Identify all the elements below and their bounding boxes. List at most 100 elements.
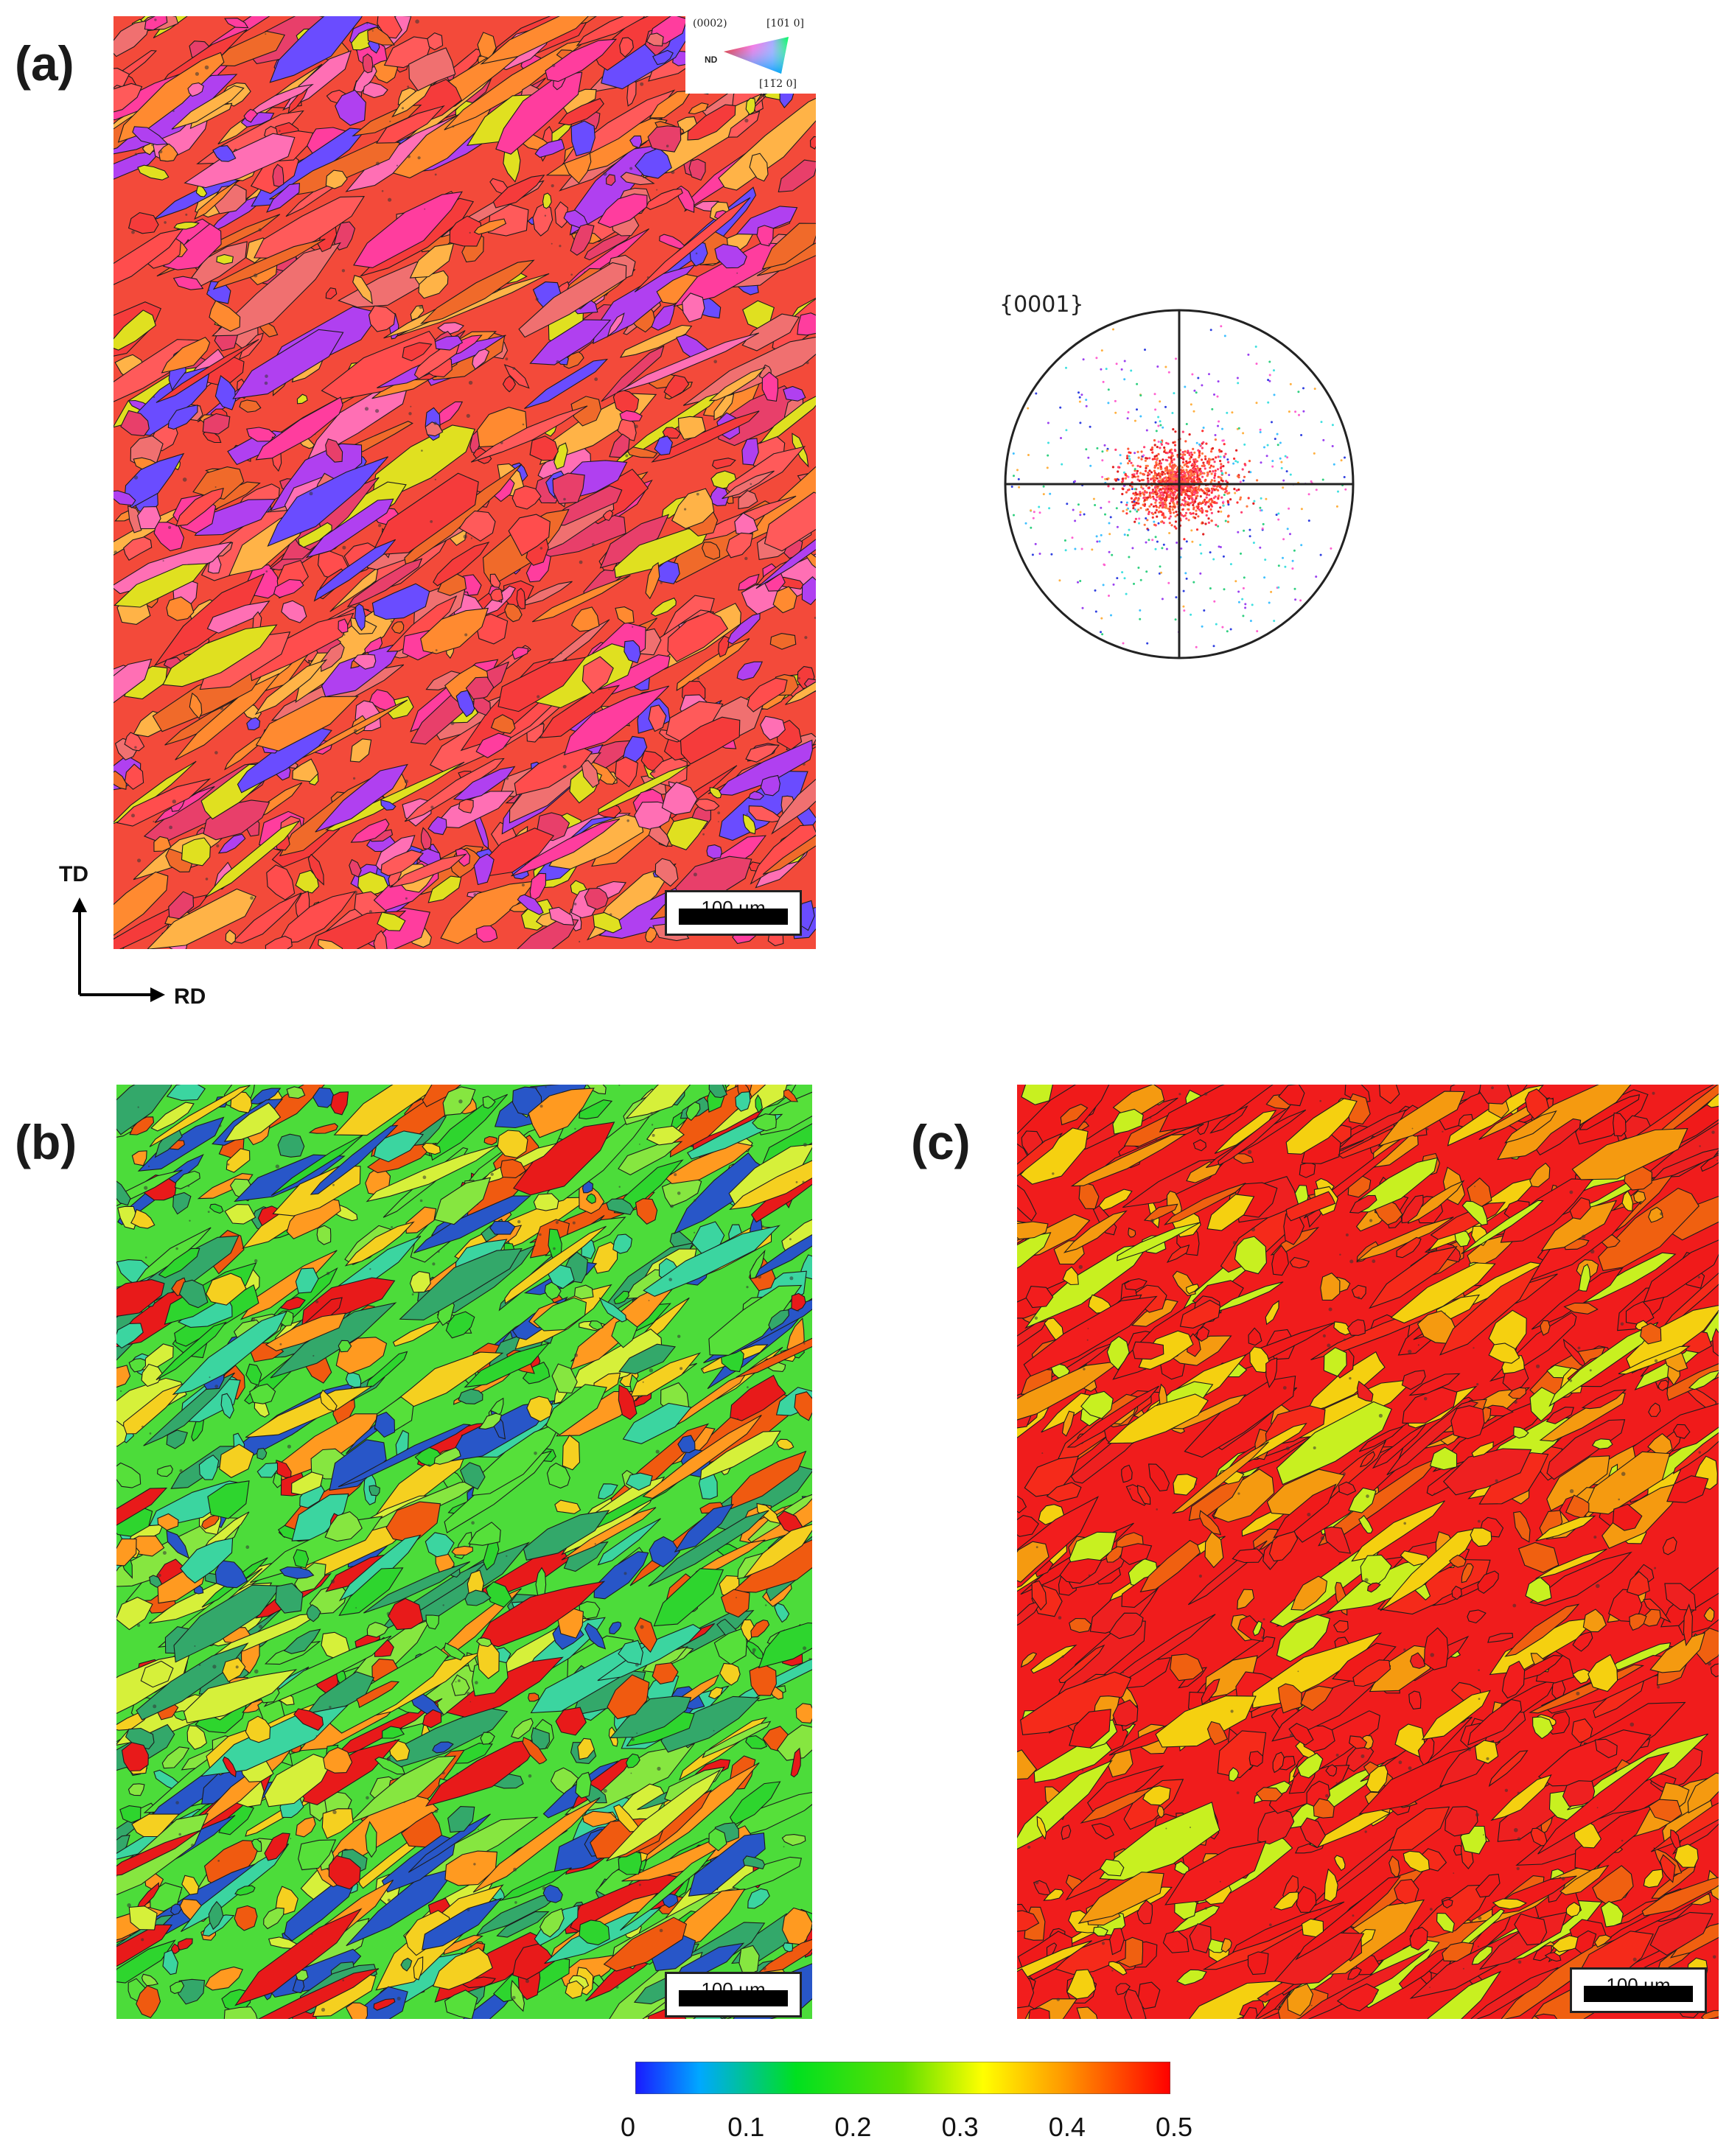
pole-point bbox=[1170, 454, 1173, 457]
pole-point bbox=[1265, 455, 1268, 458]
pole-point bbox=[1273, 393, 1276, 396]
grain bbox=[747, 1888, 770, 1909]
grain bbox=[603, 1917, 688, 1972]
pole-point bbox=[1202, 461, 1205, 464]
pole-point bbox=[1204, 458, 1207, 461]
pole-point bbox=[1074, 480, 1076, 483]
grain bbox=[1069, 1617, 1092, 1634]
pole-point bbox=[1072, 508, 1075, 511]
grain bbox=[338, 1567, 404, 1617]
grain bbox=[1024, 1243, 1150, 1329]
pole-point bbox=[1157, 416, 1160, 419]
pole-point bbox=[1300, 544, 1303, 547]
pole-point bbox=[1197, 503, 1200, 505]
pole-point bbox=[1100, 631, 1102, 634]
noise-speck bbox=[652, 1133, 655, 1137]
grain bbox=[659, 234, 687, 250]
pole-point bbox=[1165, 467, 1169, 470]
pole-point bbox=[1261, 527, 1264, 530]
grain bbox=[1351, 1500, 1445, 1562]
schmid-factor-map-c bbox=[1017, 1085, 1719, 2019]
pole-point bbox=[1201, 430, 1204, 433]
grain bbox=[611, 1317, 638, 1348]
grain bbox=[783, 1088, 799, 1102]
grain bbox=[1389, 1855, 1400, 1880]
pole-point bbox=[1170, 489, 1174, 492]
noise-speck bbox=[789, 1238, 792, 1241]
grain bbox=[617, 332, 760, 393]
pole-point bbox=[1237, 590, 1240, 593]
grain bbox=[741, 438, 759, 466]
pole-point bbox=[1187, 473, 1190, 476]
grain bbox=[781, 1219, 812, 1254]
grain bbox=[1155, 1695, 1257, 1748]
noise-speck bbox=[808, 1658, 811, 1661]
pole-point bbox=[1243, 475, 1246, 478]
noise-speck bbox=[290, 1838, 292, 1840]
pole-point bbox=[1114, 448, 1117, 451]
pole-point bbox=[1048, 507, 1051, 510]
grain bbox=[613, 1290, 629, 1305]
grain bbox=[649, 1536, 680, 1568]
noise-speck bbox=[435, 649, 438, 651]
grain bbox=[172, 1311, 288, 1396]
grain bbox=[529, 319, 612, 365]
grain bbox=[653, 1568, 724, 1627]
noise-speck bbox=[630, 1772, 632, 1774]
grain bbox=[1432, 1390, 1562, 1472]
pole-point bbox=[1116, 577, 1119, 580]
pole-point bbox=[1171, 412, 1174, 414]
pole-point bbox=[1198, 454, 1201, 457]
grain bbox=[1017, 1749, 1038, 1780]
pole-point bbox=[1274, 438, 1276, 441]
grain bbox=[533, 1193, 559, 1211]
pole-point bbox=[1198, 508, 1201, 511]
sample-axes bbox=[66, 892, 170, 1009]
pole-point bbox=[1293, 587, 1296, 590]
grain bbox=[154, 785, 215, 823]
grain bbox=[790, 1747, 801, 1778]
grain bbox=[1036, 1816, 1047, 1841]
pole-point bbox=[1125, 491, 1128, 494]
pole-point bbox=[1204, 503, 1207, 506]
pole-point bbox=[1144, 459, 1147, 462]
noise-speck bbox=[539, 547, 543, 550]
grain bbox=[593, 911, 623, 934]
noise-speck bbox=[783, 1507, 786, 1510]
ipf-label-11-20: [11̅2 0] bbox=[759, 78, 797, 90]
grain bbox=[1565, 1494, 1590, 1519]
pole-point bbox=[1270, 590, 1273, 593]
pole-point bbox=[1038, 505, 1041, 508]
pole-point bbox=[1239, 498, 1242, 501]
pole-point bbox=[1204, 498, 1206, 501]
pole-point bbox=[1162, 543, 1165, 546]
grain bbox=[785, 681, 816, 705]
grain bbox=[609, 1695, 692, 1739]
noise-speck bbox=[235, 1665, 239, 1669]
grain bbox=[482, 1096, 496, 1109]
grain bbox=[1080, 1390, 1114, 1419]
grain bbox=[116, 1420, 128, 1447]
grain bbox=[313, 539, 397, 602]
grain bbox=[687, 104, 736, 141]
noise-speck bbox=[326, 1272, 330, 1275]
grain bbox=[1233, 1153, 1254, 1164]
pole-point bbox=[1209, 587, 1212, 589]
grain bbox=[1061, 1410, 1075, 1437]
pole-point bbox=[1153, 520, 1156, 523]
noise-speck bbox=[214, 486, 217, 488]
grain bbox=[1621, 1190, 1633, 1211]
pole-point bbox=[1243, 529, 1246, 532]
pole-point bbox=[1194, 500, 1197, 503]
grain bbox=[116, 1085, 172, 1135]
pole-point bbox=[1214, 434, 1217, 436]
pole-point bbox=[1143, 491, 1147, 494]
noise-speck bbox=[141, 1938, 144, 1942]
pole-point bbox=[1194, 489, 1197, 492]
grain bbox=[1332, 1620, 1349, 1633]
pole-point bbox=[1162, 505, 1164, 508]
grain bbox=[249, 1383, 276, 1404]
pole-point bbox=[1151, 516, 1154, 519]
grain bbox=[1290, 1575, 1328, 1611]
grain bbox=[579, 1099, 613, 1120]
